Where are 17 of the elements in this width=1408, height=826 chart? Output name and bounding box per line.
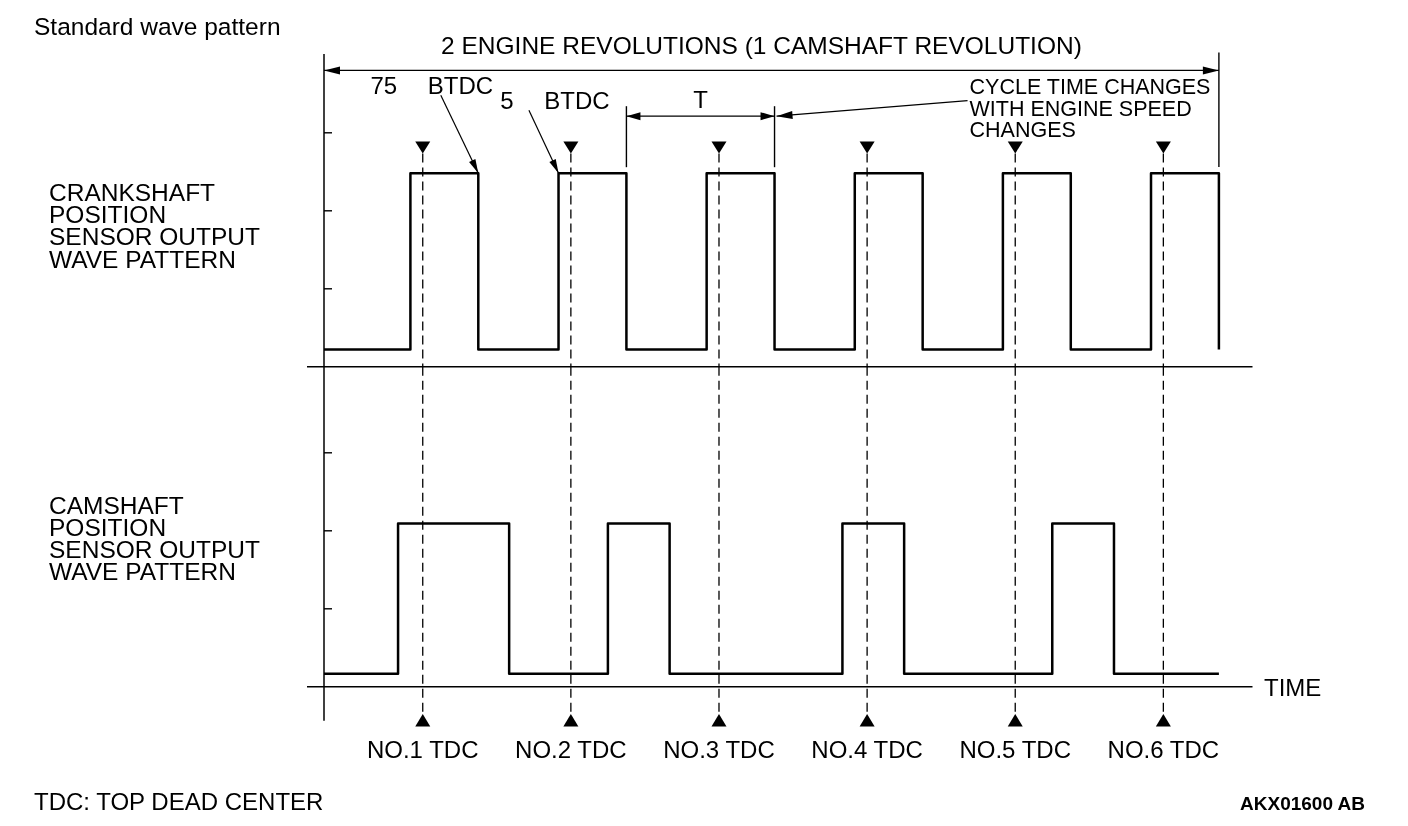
x-tick-label: NO.5 TDC (959, 735, 1072, 763)
text: 5 BTDC (500, 87, 610, 115)
text: CYCLE TIME CHANGES WITH ENGINE SPEED CHANGES (969, 74, 1211, 143)
y-axis-title: CAMSHAFT POSITION SENSOR OUTPUT WAVE PATTERN (49, 491, 261, 586)
x-axis-title: TIME (1264, 674, 1322, 702)
x-tick-label: NO.1 TDC (366, 735, 479, 763)
x-tick-label: NO.3 TDC (663, 735, 775, 763)
text: 2 ENGINE REVOLUTIONS (1 CAMSHAFT REVOLUTION) (441, 32, 1082, 59)
x-tick-label: NO.4 TDC (811, 735, 923, 763)
text: 75 BTDC (370, 71, 494, 99)
chart-title: Standard wave pattern (34, 13, 281, 40)
text: T (693, 86, 709, 114)
x-tick-label: NO.6 TDC (1107, 735, 1220, 763)
text: TDC: TOP DEAD CENTER (34, 787, 324, 815)
y-axis-title: CRANKSHAFT POSITION SENSOR OUTPUT WAVE PATTERN (49, 179, 261, 273)
x-tick-label: NO.2 TDC (515, 735, 627, 763)
text: AKX01600 AB (1240, 792, 1365, 814)
